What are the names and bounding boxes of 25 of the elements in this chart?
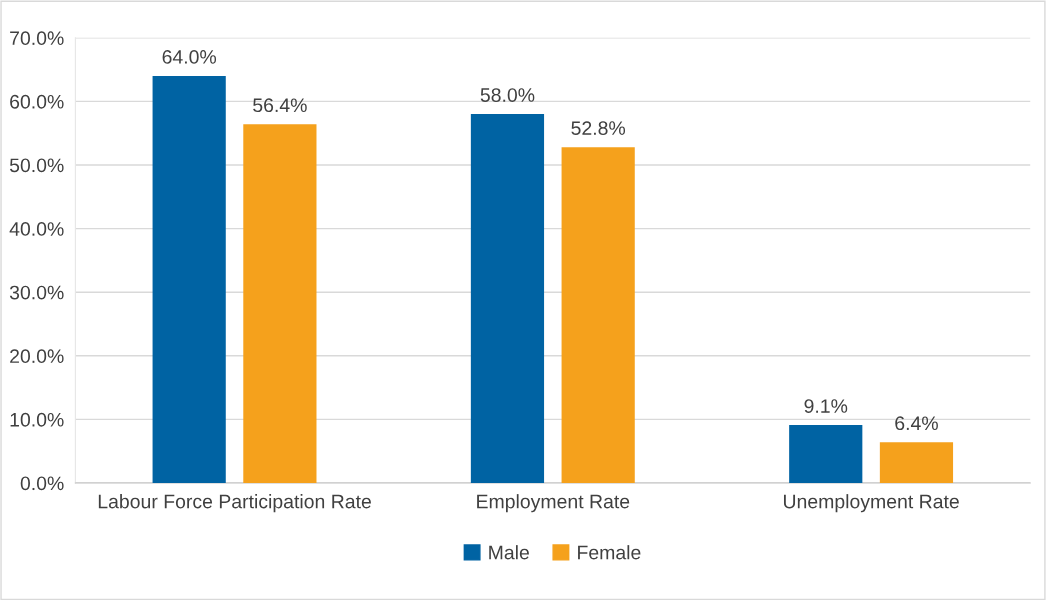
bar [561, 147, 635, 483]
data-label: 64.0% [162, 50, 217, 64]
data-label: 58.0% [480, 88, 535, 102]
legend-label: Male [489, 545, 529, 560]
y-tick-label: 20.0% [10, 349, 64, 364]
data-label: 52.8% [571, 121, 626, 136]
legend-label: Female [578, 545, 641, 560]
data-label: 56.4% [253, 98, 307, 113]
y-tick-label: 30.0% [9, 285, 64, 300]
bar [152, 75, 226, 483]
y-tick-label: 0.0% [20, 476, 64, 491]
y-tick-label: 50.0% [9, 158, 64, 173]
data-label: 6.4% [895, 416, 938, 431]
bar [879, 442, 954, 483]
y-tick-label: 10.0% [10, 412, 64, 427]
bar [470, 114, 545, 483]
x-tick-label: Employment Rate [477, 494, 630, 513]
data-label: 9.1% [804, 399, 848, 413]
bar [243, 124, 317, 483]
x-tick-label: Unemployment Rate [783, 494, 959, 513]
y-tick-label: 40.0% [9, 222, 64, 236]
y-tick-label: 70.0% [10, 31, 64, 46]
y-tick-label: 60.0% [10, 94, 64, 109]
bar [789, 425, 863, 483]
x-tick-label: Labour Force Participation Rate [98, 494, 371, 513]
